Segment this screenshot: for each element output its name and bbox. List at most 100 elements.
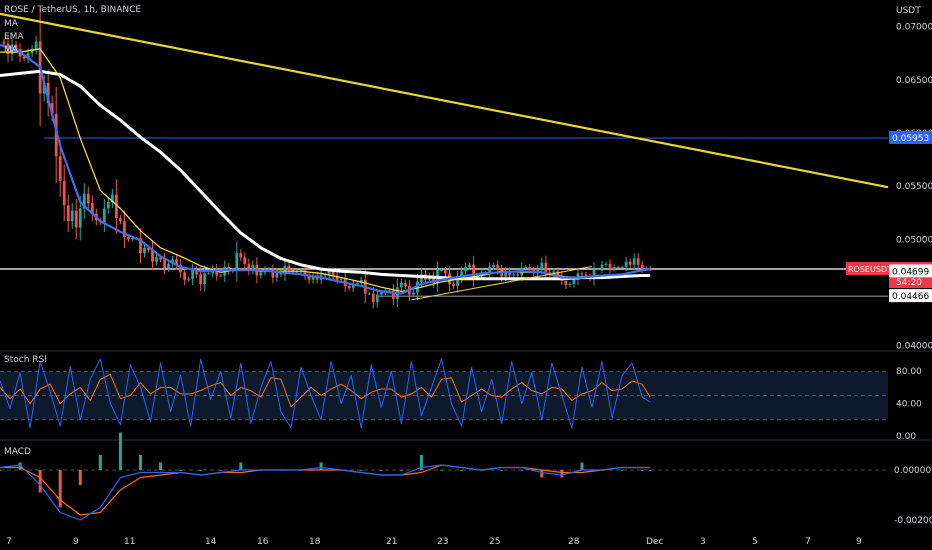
macd-histogram-bar[interactable] [648,470,652,471]
candle-body[interactable] [371,293,375,303]
descending-trendline[interactable] [0,12,889,189]
macd-histogram-bar[interactable] [359,470,363,471]
macd-histogram-bar[interactable] [460,470,464,471]
macd-histogram-bar[interactable] [540,470,544,478]
candle-body[interactable] [492,264,496,267]
candle-body[interactable] [512,274,516,276]
candle-body[interactable] [323,274,327,276]
macd-histogram-bar[interactable] [199,470,203,471]
candle-body[interactable] [34,41,38,49]
candle-body[interactable] [275,272,279,278]
candle-body[interactable] [127,237,130,240]
candle-body[interactable] [608,263,612,270]
candle-body[interactable] [636,258,640,265]
candle-body[interactable] [564,280,568,286]
candle-body[interactable] [139,238,142,254]
candle-body[interactable] [215,269,219,276]
candle-body[interactable] [179,264,183,273]
candle-body[interactable] [420,274,423,282]
candle-body[interactable] [110,194,114,203]
candle-body[interactable] [387,290,391,292]
macd-histogram-bar[interactable] [319,462,323,471]
candle-body[interactable] [50,103,54,114]
candle-body[interactable] [339,278,343,280]
candle-body[interactable] [66,205,70,222]
macd-histogram-bar[interactable] [500,470,504,471]
candle-body[interactable] [203,273,207,284]
candle-body[interactable] [488,266,492,273]
macd-line[interactable] [0,464,651,521]
candle-body[interactable] [440,270,443,272]
candle-body[interactable] [2,41,6,44]
candle-body[interactable] [508,271,512,276]
candle-body[interactable] [42,82,46,94]
support-trendline[interactable] [411,265,593,301]
candle-body[interactable] [504,271,508,277]
candle-body[interactable] [379,292,383,295]
candle-body[interactable] [303,270,307,276]
candle-body[interactable] [191,270,195,279]
macd-histogram-bar[interactable] [580,462,584,471]
macd-histogram-bar[interactable] [399,470,403,471]
macd-histogram-bar[interactable] [38,470,42,493]
macd-histogram-bar[interactable] [138,455,142,470]
candle-body[interactable] [235,253,239,271]
candle-body[interactable] [86,193,90,204]
candle-body[interactable] [556,271,560,276]
candle-body[interactable] [472,264,475,278]
candle-body[interactable] [70,210,74,222]
candle-body[interactable] [82,193,86,209]
candle-body[interactable] [247,263,251,271]
candle-body[interactable] [444,270,447,274]
candle-body[interactable] [648,268,652,270]
candle-body[interactable] [311,275,315,280]
candle-body[interactable] [464,266,467,272]
candle-body[interactable] [347,286,351,289]
candle-body[interactable] [375,294,379,303]
candle-body[interactable] [259,272,263,276]
macd-histogram-bar[interactable] [379,470,383,471]
stoch-k-line[interactable] [0,358,651,429]
candle-body[interactable] [283,265,287,275]
macd-histogram-bar[interactable] [439,470,443,471]
macd-histogram-bar[interactable] [620,470,624,471]
macd-histogram-bar[interactable] [58,470,62,508]
candle-body[interactable] [367,293,371,295]
candle-body[interactable] [78,208,82,228]
candle-body[interactable] [516,274,520,276]
candle-body[interactable] [74,210,78,228]
candle-body[interactable] [624,261,628,267]
candle-body[interactable] [151,249,154,262]
macd-histogram-bar[interactable] [159,462,163,471]
candle-body[interactable] [175,259,178,265]
candle-body[interactable] [114,194,118,219]
candle-body[interactable] [219,275,223,277]
price-panel[interactable] [0,8,889,309]
candle-body[interactable] [62,180,66,206]
candle-body[interactable] [287,265,291,271]
candle-body[interactable] [335,275,339,280]
candle-body[interactable] [123,221,126,238]
candle-body[interactable] [351,283,355,289]
candle-body[interactable] [403,282,407,287]
candle-body[interactable] [90,203,94,214]
candle-body[interactable] [612,266,616,270]
candle-body[interactable] [199,274,203,284]
candle-body[interactable] [271,270,275,278]
candle-body[interactable] [167,263,170,269]
candle-body[interactable] [22,56,26,59]
candle-body[interactable] [131,238,134,240]
candle-body[interactable] [207,273,211,275]
candle-body[interactable] [620,266,624,268]
macd-histogram-bar[interactable] [98,455,102,470]
candle-body[interactable] [456,277,459,287]
candle-body[interactable] [183,272,187,280]
candle-body[interactable] [46,82,50,104]
candle-body[interactable] [251,264,255,271]
stoch-rsi-panel[interactable]: 80.00 40.00 0.00 [0,358,922,442]
candle-body[interactable] [307,275,311,280]
candle-body[interactable] [432,276,435,283]
candle-body[interactable] [616,266,620,268]
macd-histogram-bar[interactable] [219,470,223,471]
candle-body[interactable] [143,247,146,254]
